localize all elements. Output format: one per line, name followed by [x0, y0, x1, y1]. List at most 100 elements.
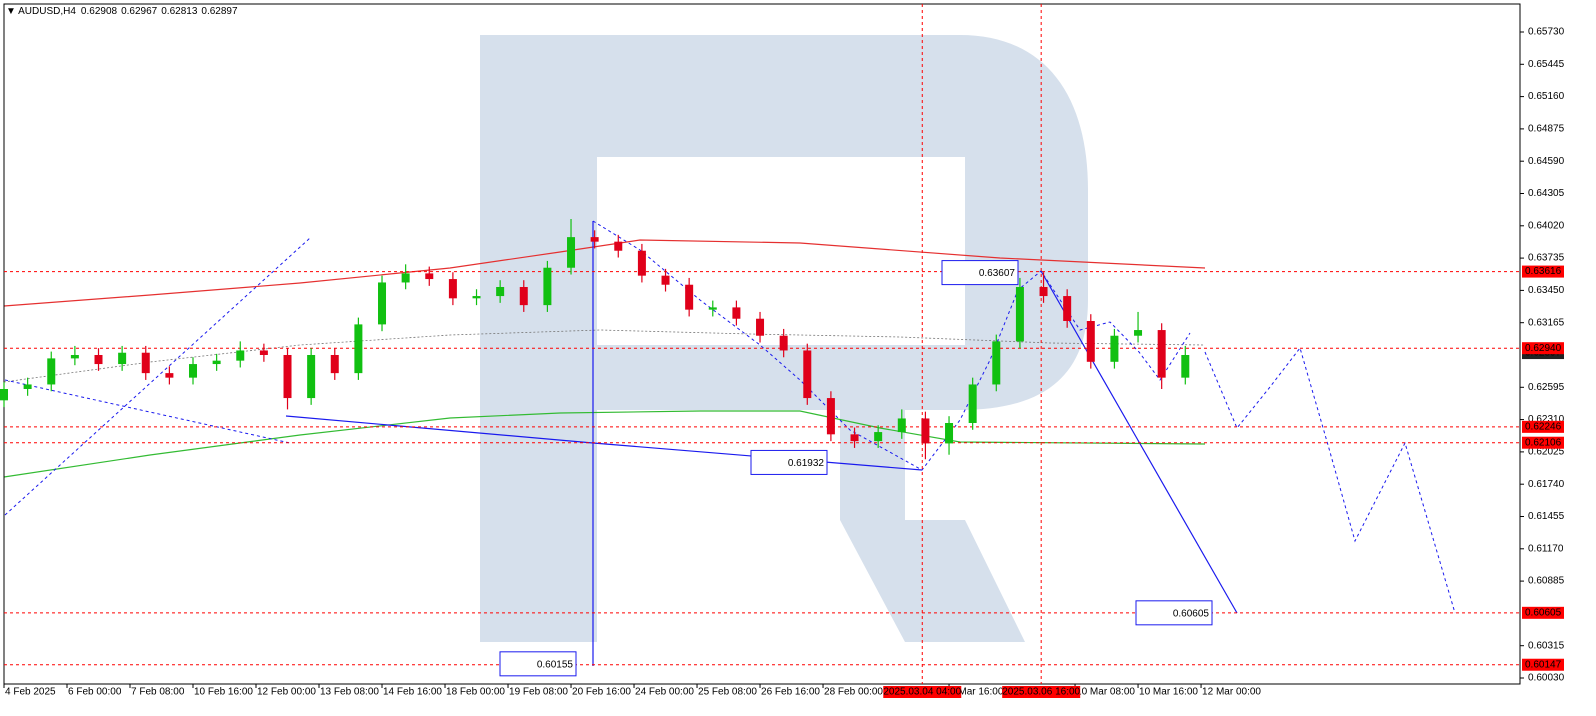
candle-body	[826, 398, 835, 435]
x-tick-label: 13 Feb 08:00	[320, 687, 379, 698]
candle-body	[992, 341, 1001, 385]
level-label: 0.62106	[1525, 437, 1562, 448]
y-tick-label: 0.65160	[1528, 91, 1565, 102]
header-low: 0.62813	[161, 6, 198, 17]
level-label: 0.60147	[1525, 659, 1562, 670]
level-label: 0.62940	[1525, 343, 1562, 354]
moving-average-mid	[3, 329, 1206, 383]
annotation-box	[499, 651, 577, 677]
candle-body	[543, 267, 552, 306]
level-label: 0.63616	[1525, 266, 1562, 277]
y-tick-label: 0.65730	[1528, 27, 1565, 38]
candle-body	[94, 354, 103, 365]
x-tick-label: 6 Feb 00:00	[68, 687, 122, 698]
candle-body	[637, 250, 646, 276]
x-tick-label: 19 Feb 08:00	[509, 687, 568, 698]
annotation-box	[750, 449, 828, 475]
level-label: 0.62246	[1525, 421, 1562, 432]
candle-body	[968, 384, 977, 423]
crosshair-box	[883, 686, 962, 698]
level-box	[1522, 342, 1564, 355]
candle-body	[378, 282, 387, 325]
y-tick-label: 0.61170	[1528, 543, 1564, 554]
candle-body	[0, 388, 8, 401]
y-tick-label: 0.65445	[1528, 59, 1565, 70]
header-high: 0.62967	[121, 6, 158, 17]
x-tick-label: 12 Mar 00:00	[1202, 687, 1261, 698]
header-close: 0.62897	[201, 6, 238, 17]
y-tick-label: 0.60885	[1528, 576, 1565, 587]
candle-body	[141, 352, 150, 374]
symbol: AUDUSD,H4	[18, 6, 76, 17]
candle-body	[448, 279, 457, 299]
x-tick-label: 24 Feb 00:00	[635, 687, 694, 698]
level-box	[1522, 658, 1564, 671]
candle-body	[307, 354, 316, 399]
level-box	[1522, 606, 1564, 619]
candle-body	[685, 284, 694, 310]
candle-body	[1063, 296, 1072, 321]
candle-body	[897, 418, 906, 433]
y-tick-label: 0.62025	[1528, 447, 1565, 458]
x-tick-label: 25 Feb 08:00	[698, 687, 757, 698]
y-tick-label: 0.61455	[1528, 511, 1565, 522]
candle-body	[330, 354, 339, 374]
candle-body	[708, 307, 717, 310]
x-tick-label: 5 Mar 16:00	[950, 687, 1004, 698]
annotation-box	[1135, 600, 1213, 626]
y-tick-label: 0.64020	[1528, 220, 1565, 231]
y-tick-label: 0.62310	[1528, 414, 1565, 425]
candle-body	[70, 354, 79, 359]
candle-body	[1157, 330, 1166, 378]
x-tick-label: 10 Feb 16:00	[194, 687, 253, 698]
y-tick-label: 0.61740	[1528, 479, 1565, 490]
annotation-label: 0.63607	[979, 268, 1016, 279]
level-box	[1522, 436, 1564, 449]
candle-body	[756, 318, 765, 336]
annotation-label: 0.60605	[1173, 608, 1210, 619]
candle-body	[874, 432, 883, 442]
forecast-path	[1204, 346, 1456, 614]
crosshair-box	[1002, 686, 1081, 698]
candle-body	[23, 384, 32, 389]
x-tick-label: 20 Feb 16:00	[572, 687, 631, 698]
y-tick-label: 0.64875	[1528, 124, 1565, 135]
moving-average-trend	[3, 410, 1206, 478]
x-tick-label: 18 Feb 00:00	[446, 687, 505, 698]
candle-body	[945, 422, 954, 444]
trend-line	[4, 379, 291, 444]
y-tick-label: 0.62595	[1528, 382, 1565, 393]
candle-body	[1015, 286, 1024, 342]
candle-body	[921, 418, 930, 444]
candle-body	[567, 237, 576, 268]
annotation-label: 0.61932	[788, 458, 825, 469]
candle-body	[1134, 330, 1143, 336]
candle-body	[590, 237, 599, 242]
x-tick-label: 10 Mar 08:00	[1076, 687, 1135, 698]
x-tick-label: 26 Feb 16:00	[761, 687, 820, 698]
candle-body	[496, 286, 505, 297]
y-tick-label: 0.60030	[1528, 673, 1565, 684]
candle-body	[519, 286, 528, 306]
candle-body	[472, 296, 481, 299]
moving-average-slow	[3, 239, 1206, 307]
crosshair-label: 2025.03.04 04:00	[883, 687, 961, 698]
y-tick-label: 0.63735	[1528, 253, 1565, 264]
y-tick-label: 0.60315	[1528, 640, 1565, 651]
level-label: 0.60605	[1525, 607, 1562, 618]
menu-arrow: ▼	[6, 6, 18, 17]
candle-body	[236, 350, 245, 361]
x-tick-label: 28 Feb 00:00	[824, 687, 883, 698]
annotation-label: 0.60155	[537, 659, 574, 670]
candle-body	[425, 273, 434, 280]
header: ▼ AUDUSD,H4 0.62908 0.62967 0.62813 0.62897	[6, 6, 238, 17]
candle-body	[401, 273, 410, 283]
candle-body	[47, 358, 56, 385]
y-tick-label: 0.64305	[1528, 188, 1565, 199]
y-tick-label: 0.63450	[1528, 285, 1565, 296]
x-tick-label: 10 Mar 16:00	[1139, 687, 1198, 698]
x-tick-label: 14 Feb 16:00	[383, 687, 442, 698]
annotation-box	[941, 260, 1019, 286]
